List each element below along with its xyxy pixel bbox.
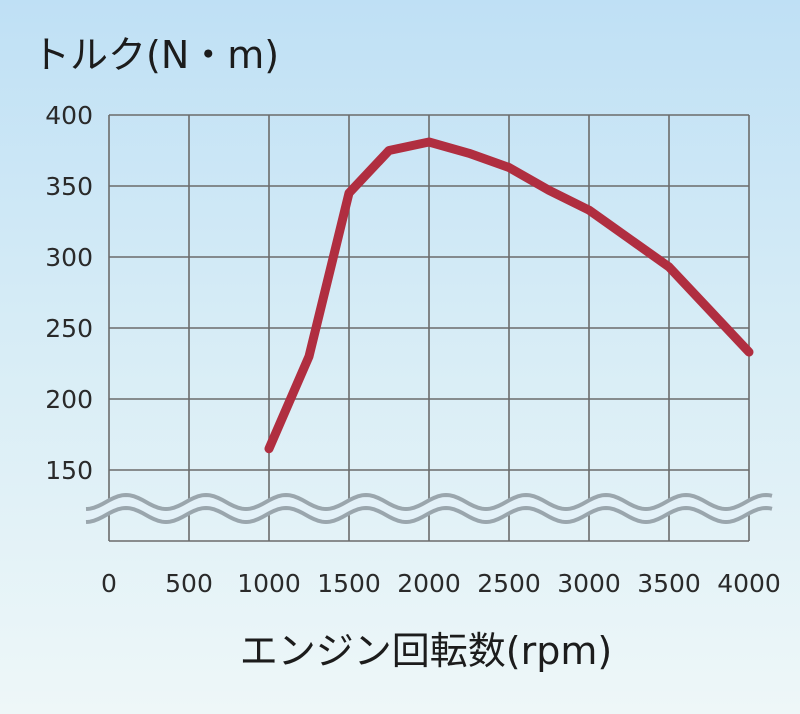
grid <box>108 114 750 542</box>
x-tick-labels: 0 500 1000 1500 2000 2500 3000 3500 4000 <box>101 569 781 598</box>
axis-break-band <box>86 495 772 522</box>
torque-curve <box>264 137 754 454</box>
x-tick-label: 1500 <box>317 569 381 598</box>
x-tick-label: 2500 <box>477 569 541 598</box>
axis-break-wave-top <box>85 492 773 512</box>
axis-break <box>85 492 773 525</box>
y-tick-label: 150 <box>45 456 93 485</box>
x-tick-label: 4000 <box>717 569 781 598</box>
x-tick-label: 500 <box>165 569 213 598</box>
series <box>264 137 754 454</box>
x-tick-label: 3500 <box>637 569 701 598</box>
y-tick-label: 200 <box>45 385 93 414</box>
x-tick-label: 1000 <box>237 569 301 598</box>
y-tick-label: 400 <box>45 101 93 130</box>
y-tick-label: 250 <box>45 314 93 343</box>
y-axis-title: トルク(N・m) <box>32 33 279 77</box>
y-tick-label: 350 <box>45 172 93 201</box>
y-tick-labels: 400 350 300 250 200 150 <box>45 101 93 485</box>
x-tick-label: 2000 <box>397 569 461 598</box>
axis-break-wave-bottom <box>85 505 773 525</box>
x-tick-label: 0 <box>101 569 117 598</box>
x-tick-label: 3000 <box>557 569 621 598</box>
y-tick-label: 300 <box>45 243 93 272</box>
x-axis-title: エンジン回転数(rpm) <box>240 629 612 673</box>
